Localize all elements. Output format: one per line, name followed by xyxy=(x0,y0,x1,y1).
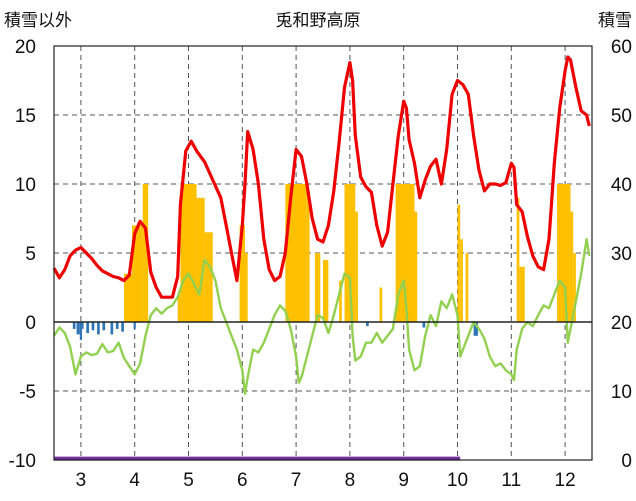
right-tick-label: 0 xyxy=(621,451,632,472)
orange-bar xyxy=(465,253,469,322)
orange-bar xyxy=(142,184,149,322)
left-tick-label: 15 xyxy=(15,106,36,127)
orange-bar xyxy=(244,253,248,322)
x-tick-label: 11 xyxy=(501,470,521,491)
blue-bar xyxy=(72,322,76,329)
orange-bar xyxy=(204,232,213,322)
orange-bar xyxy=(123,273,133,322)
left-tick-label: 5 xyxy=(25,244,36,265)
orange-bar xyxy=(557,184,571,322)
bars xyxy=(72,184,576,340)
left-tick-label: -10 xyxy=(9,451,36,472)
x-tick-label: 7 xyxy=(291,470,302,491)
orange-bar xyxy=(460,239,463,322)
chart-title: 兎和野高原 xyxy=(275,11,361,31)
plot-frame xyxy=(53,45,593,461)
orange-bar xyxy=(379,287,383,322)
x-tick-label: 8 xyxy=(345,470,356,491)
blue-bar xyxy=(366,322,369,327)
blue-bar xyxy=(76,322,80,335)
orange-bar xyxy=(355,211,358,322)
x-tick-label: 9 xyxy=(398,470,409,491)
blue-bar xyxy=(86,322,89,334)
orange-bar xyxy=(177,294,181,322)
x-tick-label: 4 xyxy=(129,470,140,491)
blue-bar xyxy=(133,322,136,329)
x-tick-label: 10 xyxy=(447,470,468,491)
right-tick-label: 50 xyxy=(611,106,632,127)
green-series-line xyxy=(52,238,591,395)
orange-bar xyxy=(339,280,342,322)
blue-bar xyxy=(110,322,114,335)
left-tick-label: 0 xyxy=(25,313,36,334)
orange-bar xyxy=(323,259,329,322)
blue-bar xyxy=(97,322,100,335)
x-tick-label: 5 xyxy=(183,470,194,491)
orange-bar xyxy=(519,266,525,322)
left-tick-label: 10 xyxy=(15,175,36,196)
orange-bar xyxy=(196,197,205,322)
orange-bar xyxy=(180,184,197,322)
orange-bar xyxy=(239,225,245,322)
blue-bar xyxy=(81,322,84,329)
series-lines xyxy=(52,55,591,461)
red-series-line xyxy=(52,55,591,299)
blue-bar xyxy=(115,322,119,329)
left-tick-label: 20 xyxy=(15,37,36,58)
blue-bar xyxy=(422,322,426,328)
left-tick-label: -5 xyxy=(19,382,36,403)
blue-bar xyxy=(79,322,82,340)
orange-bar xyxy=(285,184,307,322)
orange-bar xyxy=(314,253,321,322)
x-tick-label: 12 xyxy=(555,470,576,491)
orange-bar xyxy=(457,204,461,322)
right-tick-label: 10 xyxy=(611,382,632,403)
right-tick-label: 20 xyxy=(611,313,632,334)
right-axis-label: 積雪 xyxy=(598,11,632,31)
blue-bar xyxy=(102,322,106,331)
right-tick-label: 60 xyxy=(611,37,632,58)
x-tick-label: 6 xyxy=(237,470,248,491)
orange-bar xyxy=(344,184,356,322)
blue-bar xyxy=(121,322,124,332)
blue-bar xyxy=(473,322,478,336)
orange-bar xyxy=(306,190,310,322)
right-tick-label: 30 xyxy=(611,244,632,265)
left-axis-label: 積雪以外 xyxy=(4,11,72,31)
orange-bar xyxy=(570,211,574,322)
orange-bar xyxy=(573,253,576,322)
orange-bar xyxy=(414,211,418,322)
orange-bar xyxy=(516,197,520,322)
axes xyxy=(53,45,593,461)
right-tick-label: 40 xyxy=(611,175,632,196)
blue-bar xyxy=(91,322,95,331)
orange-bar xyxy=(132,225,143,322)
x-tick-label: 3 xyxy=(76,470,87,491)
